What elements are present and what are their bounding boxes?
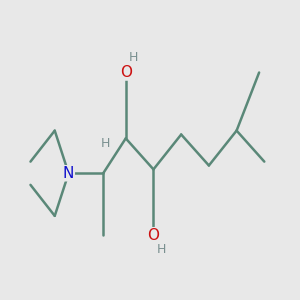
Text: H: H (100, 137, 110, 150)
Text: N: N (63, 166, 74, 181)
Text: H: H (156, 243, 166, 256)
Text: O: O (148, 228, 160, 243)
Text: H: H (129, 50, 138, 64)
Text: O: O (120, 65, 132, 80)
